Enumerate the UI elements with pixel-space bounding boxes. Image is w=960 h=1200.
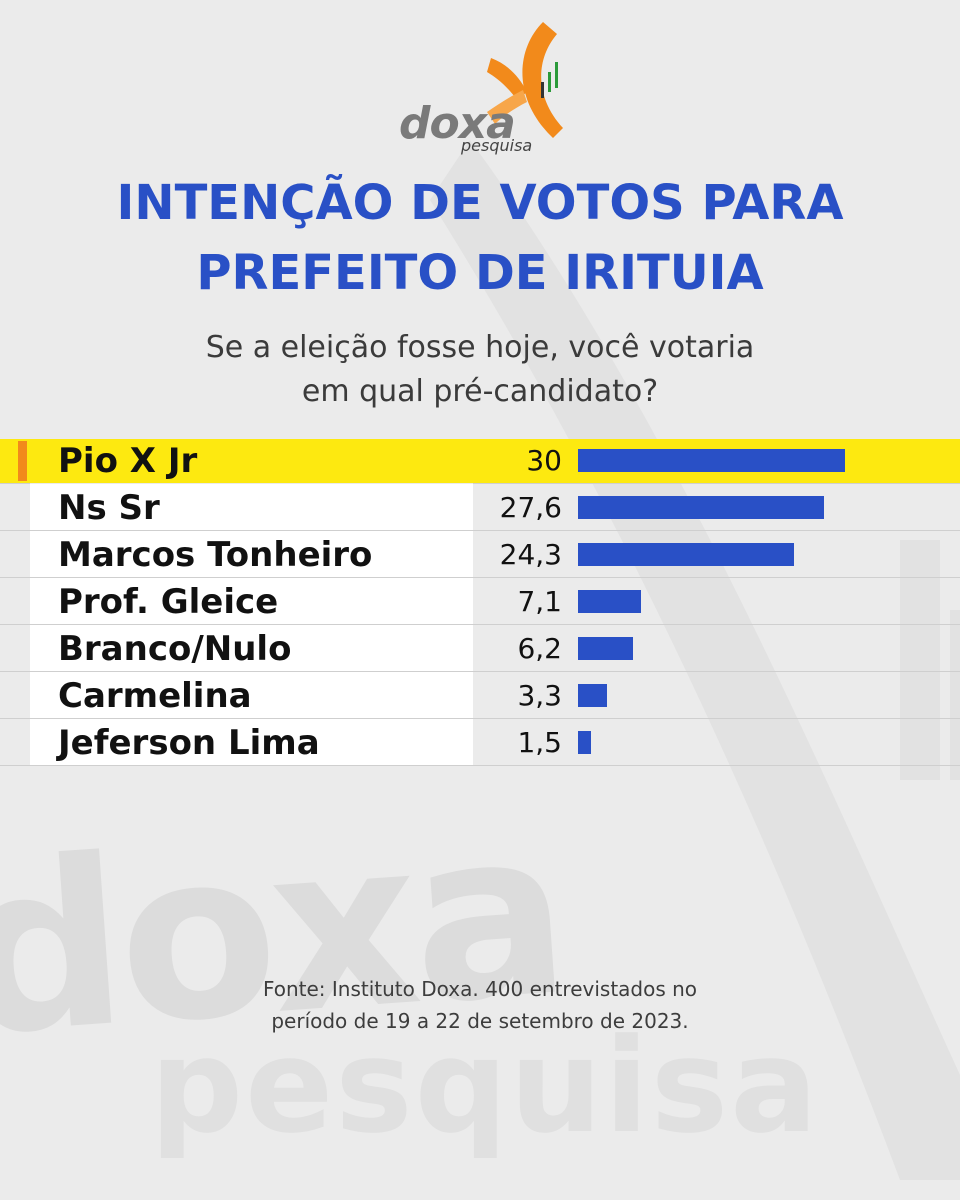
chart-row: Jeferson Lima 1,5 (0, 719, 960, 766)
question-line-1: Se a eleição fosse hoje, você votaria (205, 330, 755, 365)
value-label: 6,2 (517, 632, 562, 665)
candidate-name: Carmelina (58, 676, 252, 716)
name-cell (30, 672, 473, 719)
watermark-doxa: doxa (0, 779, 571, 1088)
row-divider-right (473, 765, 960, 766)
candidate-name: Marcos Tonheiro (58, 535, 373, 575)
value-label: 3,3 (517, 679, 562, 712)
name-cell (30, 484, 473, 531)
chart-row: Prof. Gleice 7,1 (0, 578, 960, 625)
value-label: 1,5 (517, 726, 562, 759)
bar (578, 449, 845, 472)
question-line-2: em qual pré-candidato? (301, 374, 659, 409)
row-divider-right (473, 718, 960, 719)
row-divider-left (0, 483, 30, 484)
name-cell (30, 625, 473, 672)
row-divider-left (0, 765, 30, 766)
bar (578, 543, 794, 566)
candidate-name: Pio X Jr (58, 441, 198, 481)
highlight-accent (18, 441, 27, 481)
name-cell (30, 531, 473, 578)
candidate-name: Ns Sr (58, 488, 160, 528)
chart-row: Ns Sr 27,6 (0, 484, 960, 531)
row-divider-right (473, 577, 960, 578)
logo-wordmark: doxa (399, 98, 516, 149)
bar (578, 731, 591, 754)
value-label: 27,6 (499, 491, 562, 524)
name-cell (30, 578, 473, 625)
chart-row: Branco/Nulo 6,2 (0, 625, 960, 672)
row-divider-left (0, 718, 30, 719)
value-label: 24,3 (499, 538, 562, 571)
candidate-name: Prof. Gleice (58, 582, 279, 622)
bar (578, 684, 607, 707)
doxa-logo-mark (487, 22, 563, 138)
row-divider-left (0, 624, 30, 625)
name-cell (30, 719, 473, 766)
row-divider-right (473, 483, 960, 484)
value-label: 30 (526, 444, 562, 477)
row-divider-left (0, 577, 30, 578)
row-divider-left (0, 530, 30, 531)
row-divider-left (0, 671, 30, 672)
title-line-2: PREFEITO DE IRITUIA (196, 245, 764, 301)
bar (578, 590, 641, 613)
row-divider-right (473, 671, 960, 672)
value-label: 7,1 (517, 585, 562, 618)
row-divider-right (473, 530, 960, 531)
source-line-2: período de 19 a 22 de setembro de 2023. (271, 1009, 689, 1033)
doxa-logo: doxa pesquisa (395, 20, 575, 160)
source-line-1: Fonte: Instituto Doxa. 400 entrevistados… (262, 977, 698, 1001)
logo-subtext: pesquisa (461, 136, 533, 155)
chart-row: Marcos Tonheiro 24,3 (0, 531, 960, 578)
row-divider-right (473, 624, 960, 625)
bar (578, 496, 824, 519)
candidate-name: Jeferson Lima (58, 723, 320, 763)
chart-row: Carmelina 3,3 (0, 672, 960, 719)
title-line-1: INTENÇÃO DE VOTOS PARA (116, 175, 844, 231)
chart-row: Pio X Jr 30 (0, 437, 960, 484)
bar (578, 637, 633, 660)
candidate-name: Branco/Nulo (58, 629, 292, 669)
bar-chart: Pio X Jr 30 Ns Sr 27,6 Marcos Tonheiro 24,3 Pr… (0, 437, 960, 766)
